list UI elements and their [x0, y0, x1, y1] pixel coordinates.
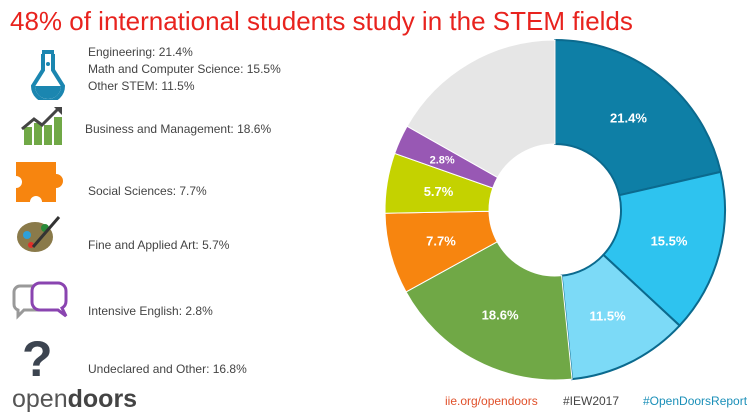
footer-hashtag-opendoors: #OpenDoorsReport	[643, 394, 748, 408]
legend-undeclared: Undeclared and Other: 16.8%	[88, 362, 247, 376]
growth-chart-icon	[21, 107, 62, 145]
legend-engineering: Engineering: 21.4%	[88, 45, 193, 59]
legend-social-sciences: Social Sciences: 7.7%	[88, 184, 207, 198]
legend-intensive-english: Intensive English: 2.8%	[88, 304, 213, 318]
legend-fine-art: Fine and Applied Art: 5.7%	[88, 238, 230, 252]
legend-other-stem: Other STEM: 11.5%	[88, 79, 195, 93]
page-title: 48% of international students study in t…	[10, 6, 633, 36]
donut-slice-undeclared-and-other	[406, 39, 556, 179]
speech-bubbles-icon	[12, 281, 68, 320]
opendoors-logo: opendoors	[12, 385, 138, 413]
donut-slice-engineering	[554, 38, 722, 197]
donut-slice-business-and-management	[405, 241, 573, 381]
legend-math-cs: Math and Computer Science: 15.5%	[88, 62, 281, 76]
footer-url[interactable]: iie.org/opendoors	[445, 394, 538, 408]
flask-icon	[30, 50, 66, 100]
puzzle-piece-icon	[16, 162, 63, 202]
legend-business: Business and Management: 18.6%	[85, 122, 272, 136]
slice-label: 21.4%	[610, 111, 647, 126]
slice-label: 11.5%	[589, 309, 626, 324]
slice-label: 5.7%	[424, 184, 454, 199]
slice-label: 15.5%	[651, 233, 688, 248]
slice-label: 18.6%	[482, 307, 519, 322]
paint-palette-icon	[17, 216, 61, 252]
legend-stem: Engineering: 21.4% Math and Computer Sci…	[88, 44, 281, 95]
donut-slice-math-and-computer-science	[601, 170, 726, 328]
slice-label: 7.7%	[426, 233, 456, 248]
question-mark-icon: ?	[22, 331, 53, 387]
slice-label: 2.8%	[430, 155, 455, 167]
footer-hashtag-iew: #IEW2017	[563, 394, 620, 408]
